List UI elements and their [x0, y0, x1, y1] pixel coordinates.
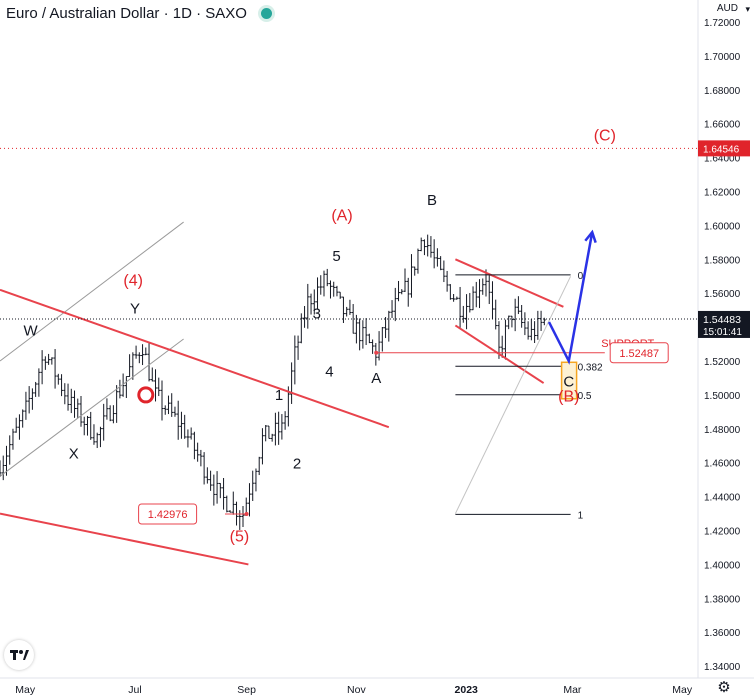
trendline-red-resistance	[0, 288, 390, 429]
fib-level-label: 0.382	[578, 362, 603, 373]
support-price-callout-text: 1.52487	[619, 348, 659, 360]
time-tick-label: Mar	[563, 684, 582, 696]
wave-label: (5)	[230, 529, 250, 546]
price-tick-label: 1.66000	[704, 120, 741, 131]
trendline-red-base	[0, 512, 249, 566]
currency-label[interactable]: AUD	[716, 3, 738, 14]
time-tick-label: May	[15, 684, 36, 696]
price-bars	[0, 234, 546, 530]
time-tick-label: 2023	[455, 684, 479, 696]
fib-level-label: 1	[578, 510, 584, 521]
bar-countdown-text: 15:01:41	[703, 327, 742, 338]
price-tick-label: 1.44000	[704, 493, 741, 504]
price-tick-label: 1.50000	[704, 391, 741, 402]
wave-label: A	[371, 370, 381, 387]
chevron-down-icon[interactable]: ▾	[745, 4, 750, 14]
wave-label: 5	[332, 248, 340, 265]
low-anchor	[244, 511, 249, 516]
chart-header: Euro / Australian Dollar · 1D · SAXO	[6, 3, 272, 23]
market-status-dot-icon	[260, 7, 272, 19]
breakdown-marker	[137, 386, 155, 404]
time-tick-label: Sep	[237, 684, 256, 696]
price-tick-label: 1.38000	[704, 594, 741, 605]
low-price-callout-text: 1.42976	[148, 509, 188, 521]
tradingview-logo-icon[interactable]	[4, 640, 34, 670]
wave-label: (A)	[331, 207, 352, 224]
trendline-wedge-upper	[454, 258, 564, 308]
price-tick-label: 1.70000	[704, 52, 741, 63]
price-tick-label: 1.46000	[704, 459, 741, 470]
gear-icon[interactable]: ⚙	[717, 679, 731, 696]
wave-label: (4)	[123, 273, 143, 290]
time-tick-label: Jul	[128, 684, 141, 696]
target-price-badge	[698, 140, 750, 157]
price-axis: 1.72000 1.70000 1.68000 1.66000 1.64000 1.620…	[697, 0, 750, 678]
price-tick-label: 1.58000	[704, 255, 741, 266]
price-tick-label: 1.48000	[704, 425, 741, 436]
price-tick-label: 1.60000	[704, 221, 741, 232]
price-tick-label: 1.42000	[704, 527, 741, 538]
current-price-badge	[698, 310, 750, 338]
price-tick-label: 1.68000	[704, 86, 741, 97]
wave-label: C	[563, 373, 574, 390]
wave-label: 3	[313, 306, 321, 323]
price-tick-label: 1.34000	[704, 662, 741, 673]
wave-label: 4	[325, 363, 333, 380]
price-tick-label: 1.36000	[704, 628, 741, 639]
chart-layer: SUPPORT1.524871.4297600.3820.51WXY(4)(5)…	[0, 128, 698, 566]
low-price-callout-box	[138, 503, 198, 525]
target-price-text: 1.64546	[703, 144, 740, 155]
price-tick-label: 1.52000	[704, 357, 741, 368]
fib-level-label: 0	[578, 271, 584, 282]
wave-label: 2	[293, 456, 301, 473]
time-tick-label: May	[672, 684, 693, 696]
price-tick-label: 1.64000	[704, 154, 741, 165]
fib-level-label: 0.5	[578, 391, 592, 402]
price-tick-label: 1.72000	[704, 18, 741, 29]
current-price-text: 1.54483	[703, 314, 741, 326]
symbol-title[interactable]: Euro / Australian Dollar · 1D · SAXO	[6, 4, 247, 22]
trendline-upper-channel	[0, 221, 184, 362]
trendline-lower-channel	[0, 338, 184, 477]
support-price-callout-box	[609, 342, 669, 364]
wave-label: X	[69, 445, 79, 462]
wave-label: Y	[130, 301, 140, 318]
wave-label: W	[24, 323, 39, 340]
price-tick-label: 1.40000	[704, 560, 741, 571]
projection-arrowhead	[584, 229, 597, 244]
time-tick-label: Nov	[347, 684, 366, 696]
price-tick-label: 1.56000	[704, 289, 741, 300]
wave-label: (B)	[558, 389, 579, 406]
trendline-wedge-lower	[454, 324, 545, 384]
time-axis: May Jul Sep Nov 2023 Mar May	[0, 677, 754, 696]
price-tick-label: 1.62000	[704, 188, 741, 199]
wave-label: (C)	[594, 128, 616, 145]
wave-label: 1	[275, 387, 283, 404]
support-anchor	[374, 350, 379, 355]
projection-path	[547, 231, 594, 365]
wave-label: B	[427, 192, 437, 209]
